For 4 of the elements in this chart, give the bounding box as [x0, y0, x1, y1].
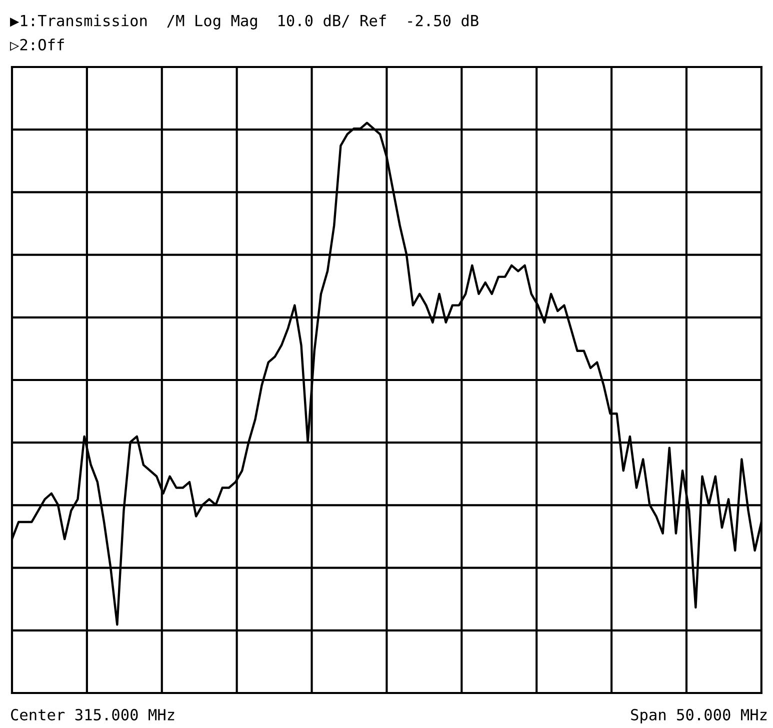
chart-subtitle: ▷2:Off: [10, 38, 64, 51]
text: Center 315.000 MHz: [11, 708, 174, 720]
chart-title: ▶1:Transmission /M Log Mag 10.0 dB/ Ref -2.50 dB: [10, 14, 478, 30]
text: Span 50.000 MHz: [631, 708, 767, 724]
